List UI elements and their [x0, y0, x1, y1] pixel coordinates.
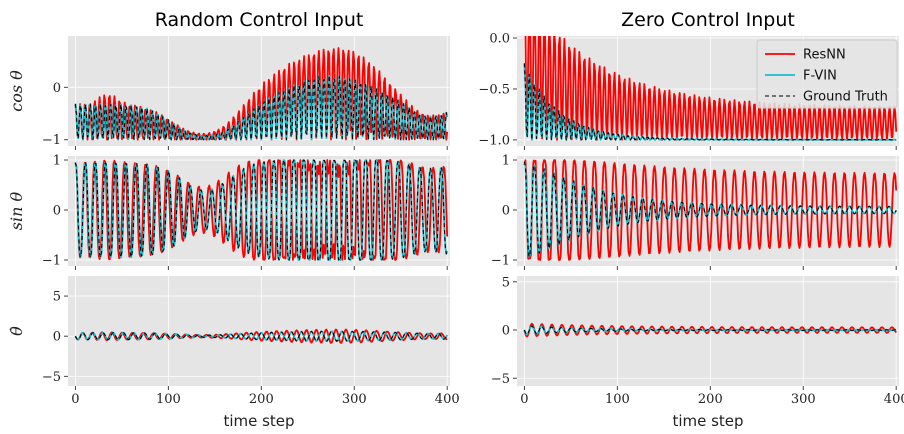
y-tick-label: −5	[491, 372, 510, 387]
series-line-ground-truth	[74, 159, 448, 261]
legend: ResNN F-VIN Ground Truth	[756, 39, 898, 109]
y-tick-label: 0	[502, 324, 510, 339]
y-tick-label: 5	[502, 275, 510, 290]
subplot-1: −1 0 Random Control Input cos θ	[7, 9, 450, 150]
legend-box	[756, 39, 898, 109]
y-tick-label: 0	[502, 204, 510, 219]
x-tick-label: 200	[698, 392, 723, 407]
x-tick-label: 100	[605, 392, 630, 407]
subplot-title: Random Control Input	[155, 9, 364, 31]
series-line-ground-truth	[74, 330, 448, 342]
series-line-ground-truth	[523, 161, 897, 258]
subplot-4: −1.0 −0.5 0.0 Zero Control Input ResNN F-VIN G…	[478, 9, 899, 150]
series-line-resnn	[523, 159, 898, 261]
legend-label: F-VIN	[803, 69, 837, 84]
series-line-ground-truth	[523, 63, 897, 141]
x-tick-label: 100	[156, 392, 181, 407]
subplot-6: 0 100 200 300 400 −5 0 5 time step	[491, 275, 904, 430]
subplot-3: 0 100 200 300 400 −5 0 5 time step θ̇	[7, 276, 460, 430]
y-tick-label: −1	[491, 254, 510, 269]
y-tick-label: −1	[42, 254, 61, 269]
subplot-2: −1 0 1 sin θ	[7, 154, 450, 270]
y-tick-label: −0.5	[478, 82, 510, 97]
legend-label: Ground Truth	[803, 90, 888, 105]
x-tick-label: 300	[342, 392, 367, 407]
x-tick-label: 400	[884, 392, 904, 407]
y-axis-label: sin θ	[7, 191, 26, 230]
y-tick-label: 0	[53, 81, 61, 96]
x-axis-label: time step	[672, 412, 743, 430]
y-tick-label: 1	[53, 154, 61, 169]
subplot-title: Zero Control Input	[621, 9, 795, 31]
plot-area	[68, 276, 450, 386]
y-tick-label: −5	[42, 370, 61, 385]
y-tick-label: 0	[53, 330, 61, 345]
x-tick-label: 0	[520, 392, 528, 407]
x-tick-label: 0	[71, 392, 79, 407]
x-axis-label: time step	[223, 412, 294, 430]
series-line-ground-truth	[74, 74, 448, 141]
y-tick-label: 0.0	[489, 32, 510, 47]
y-tick-label: 1	[502, 154, 510, 169]
x-tick-label: 300	[791, 392, 816, 407]
y-axis-label: θ̇	[7, 326, 26, 336]
series-line-ground-truth	[523, 325, 897, 335]
y-tick-label: 5	[53, 290, 61, 305]
x-tick-label: 200	[249, 392, 274, 407]
y-tick-label: −1.0	[478, 133, 510, 148]
x-tick-label: 400	[435, 392, 460, 407]
y-axis-label: cos θ	[7, 70, 26, 112]
subplot-5: −1 0 1	[491, 154, 899, 270]
legend-label: ResNN	[803, 48, 846, 63]
y-tick-label: −1	[42, 133, 61, 148]
y-tick-label: 0	[53, 204, 61, 219]
